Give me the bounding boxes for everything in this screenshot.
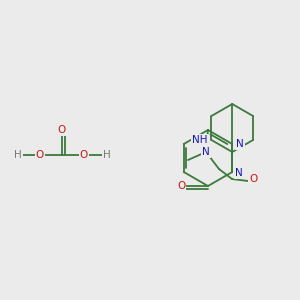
- Text: H: H: [103, 150, 111, 160]
- Text: N: N: [235, 168, 243, 178]
- Text: O: O: [249, 174, 257, 184]
- Text: O: O: [80, 150, 88, 160]
- Text: H: H: [14, 150, 22, 160]
- Text: O: O: [177, 181, 185, 191]
- Text: N: N: [202, 147, 210, 157]
- Text: NH: NH: [192, 135, 208, 145]
- Text: O: O: [36, 150, 44, 160]
- Text: O: O: [58, 125, 66, 135]
- Text: N: N: [236, 139, 244, 149]
